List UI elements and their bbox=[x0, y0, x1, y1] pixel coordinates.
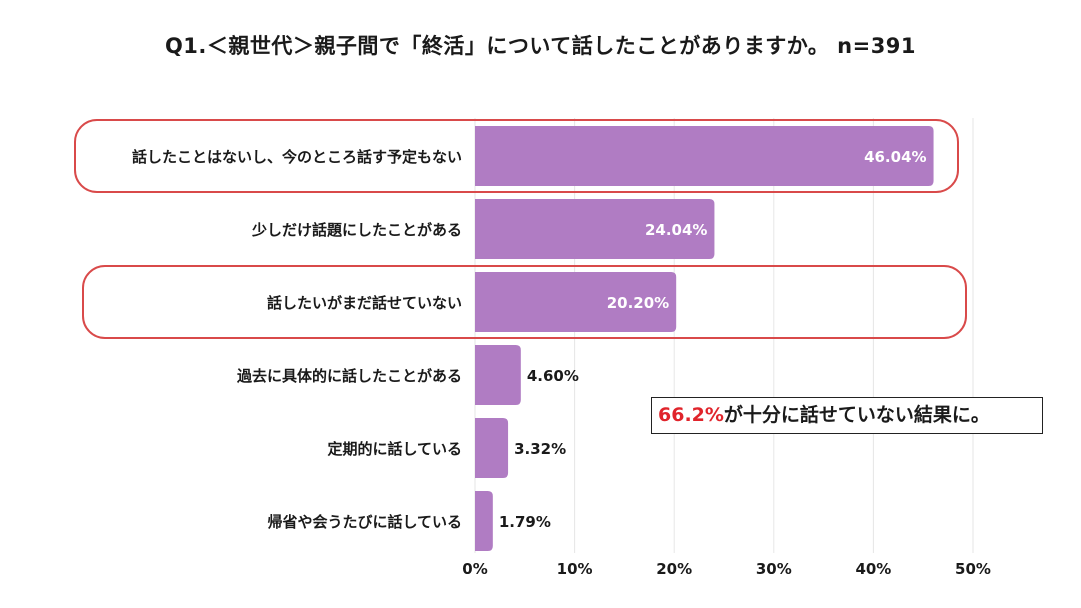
x-axis-ticks: 0% 10% 20% 30% 40% 50% bbox=[462, 560, 991, 578]
value-labels: 46.04% 24.04% 20.20% 4.60% 3.32% 1.79% bbox=[499, 148, 927, 531]
x-tick-label: 10% bbox=[557, 560, 593, 578]
bar bbox=[475, 126, 934, 186]
category-label: 話したことはないし、今のところ話す予定もない bbox=[132, 148, 462, 166]
value-label: 1.79% bbox=[499, 513, 551, 531]
gridlines bbox=[474, 118, 974, 553]
bars bbox=[475, 126, 934, 551]
bar bbox=[475, 491, 493, 551]
bar bbox=[475, 418, 509, 478]
highlight-outline bbox=[74, 119, 959, 193]
category-label: 少しだけ話題にしたことがある bbox=[251, 221, 462, 239]
value-label: 4.60% bbox=[527, 367, 579, 385]
highlight-outlines bbox=[74, 119, 967, 339]
bar bbox=[475, 345, 521, 405]
category-label: 帰省や会うたびに話している bbox=[267, 513, 462, 531]
category-label: 定期的に話している bbox=[327, 440, 462, 458]
value-label: 20.20% bbox=[607, 294, 669, 312]
x-tick-label: 40% bbox=[855, 560, 891, 578]
bar bbox=[475, 272, 677, 332]
x-tick-label: 30% bbox=[756, 560, 792, 578]
callout-highlight: 66.2% bbox=[658, 404, 724, 426]
highlight-outline bbox=[82, 265, 967, 339]
category-label: 過去に具体的に話したことがある bbox=[236, 367, 462, 385]
x-tick-label: 0% bbox=[462, 560, 487, 578]
x-tick-label: 20% bbox=[656, 560, 692, 578]
summary-callout: 66.2%が十分に話せていない結果に。 bbox=[651, 397, 1043, 434]
value-label: 24.04% bbox=[645, 221, 707, 239]
bar bbox=[475, 199, 715, 259]
category-labels: 話したことはないし、今のところ話す予定もない少しだけ話題にしたことがある話したい… bbox=[132, 148, 462, 531]
callout-text: が十分に話せていない結果に。 bbox=[723, 404, 990, 426]
x-tick-label: 50% bbox=[955, 560, 991, 578]
value-label: 3.32% bbox=[514, 440, 566, 458]
category-label: 話したいがまだ話せていない bbox=[267, 294, 462, 312]
value-label: 46.04% bbox=[864, 148, 926, 166]
chart-title: Q1.＜親世代＞親子間で「終活」について話したことがありますか。 n=391 bbox=[164, 34, 917, 58]
